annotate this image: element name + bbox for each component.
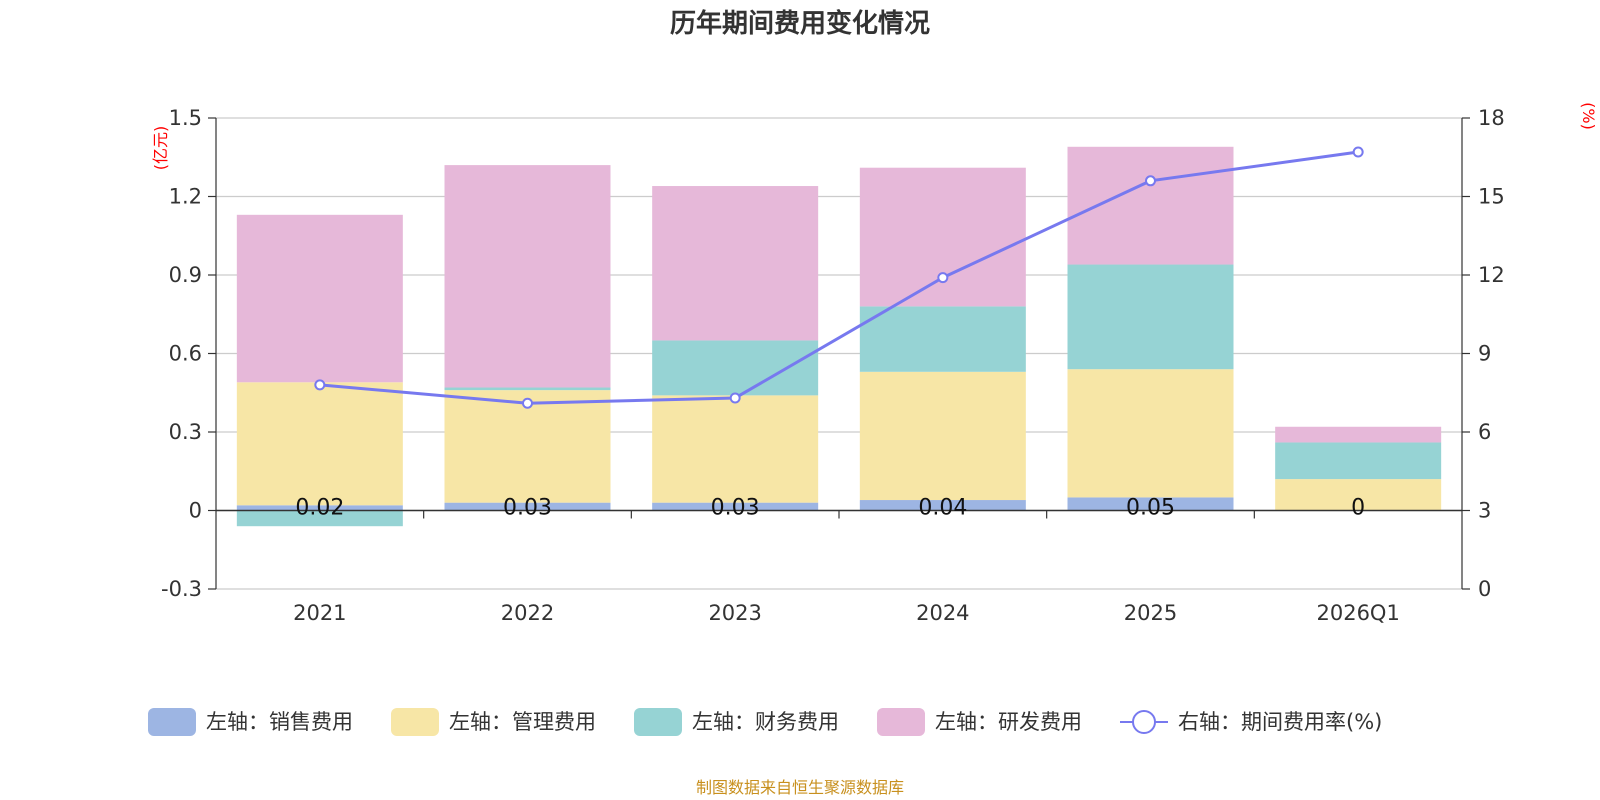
bar-admin-2022: [444, 390, 611, 503]
category-label-2021: 2021: [293, 601, 346, 625]
bar-sales-2021: [236, 505, 403, 511]
bar-rd-2021: [236, 214, 403, 383]
source-note: 制图数据来自恒生聚源数据库: [696, 778, 904, 797]
legend-label-finance[interactable]: 左轴：财务费用: [692, 710, 839, 734]
legend-label-rate[interactable]: 右轴：期间费用率(%): [1178, 710, 1382, 734]
legend-swatch-rd: [877, 708, 925, 736]
data-label-2026Q1: 0: [1351, 496, 1365, 521]
right-tick-label: 12: [1478, 263, 1505, 287]
bar-finance-2026Q1: [1275, 442, 1442, 480]
bar-sales-2024: [859, 500, 1026, 511]
bar-finance-2021: [236, 510, 403, 527]
rate-point-2022: [522, 397, 533, 409]
legend-swatch-sales: [148, 708, 196, 736]
right-tick-label: 15: [1478, 185, 1505, 209]
bar-admin-2023: [652, 395, 819, 503]
right-axis-unit: (%): [1579, 102, 1598, 130]
legend-marker-rate: [1132, 710, 1156, 734]
right-tick-label: 3: [1478, 499, 1491, 523]
chart-title: 历年期间费用变化情况: [670, 8, 930, 39]
rate-point-2024: [937, 272, 949, 284]
legend-swatch-finance: [634, 708, 682, 736]
category-label-2022: 2022: [501, 601, 554, 625]
right-tick-label: 9: [1478, 342, 1491, 366]
bar-finance-2022: [444, 387, 611, 391]
left-tick-label: 0.6: [169, 342, 202, 366]
bar-sales-2023: [652, 502, 819, 511]
bar-rd-2022: [444, 165, 611, 388]
bar-admin-2021: [236, 382, 403, 506]
data-label-2022: 0.03: [503, 496, 552, 521]
bar-finance-2025: [1067, 264, 1234, 370]
bar-finance-2024: [859, 306, 1026, 372]
data-label-2021: 0.02: [295, 496, 344, 521]
bar-sales-2025: [1067, 497, 1234, 511]
bar-admin-2024: [859, 371, 1026, 501]
rate-point-2025: [1145, 175, 1156, 187]
rate-point-2026Q1: [1352, 146, 1364, 158]
category-label-2026Q1: 2026Q1: [1316, 601, 1399, 625]
category-label-2023: 2023: [708, 601, 761, 625]
rate-line-series: [314, 146, 1364, 409]
bar-finance-2023: [652, 340, 819, 396]
bar-admin-2025: [1067, 369, 1234, 498]
bar-rd-2025: [1067, 146, 1234, 265]
legend-label-sales[interactable]: 左轴：销售费用: [206, 710, 353, 734]
left-tick-label: 1.2: [169, 185, 202, 209]
rate-point-2023: [729, 392, 741, 404]
bar-rd-2023: [652, 186, 819, 341]
left-tick-label: 0.3: [169, 420, 202, 444]
bar-rd-2024: [859, 167, 1026, 307]
data-label-2024: 0.04: [918, 496, 967, 521]
bars: [236, 146, 1442, 527]
right-tick-label: 18: [1478, 106, 1505, 130]
data-labels: 0.02 0.03 0.03 0.04 0.05 0: [295, 496, 1365, 521]
category-label-2025: 2025: [1124, 601, 1177, 625]
left-tick-label: 1.5: [169, 106, 202, 130]
category-label-2024: 2024: [916, 601, 969, 625]
right-tick-label: 6: [1478, 420, 1491, 444]
rate-line: [319, 150, 1359, 405]
left-axis-unit: (亿元): [151, 126, 170, 171]
rate-point-2021: [314, 379, 326, 391]
bar-rd-2026Q1: [1275, 426, 1442, 443]
left-tick-label: -0.3: [161, 577, 202, 601]
left-tick-label: 0: [189, 499, 202, 523]
right-tick-label: 0: [1478, 577, 1491, 601]
legend-label-rd[interactable]: 左轴：研发费用: [935, 710, 1082, 734]
legend-label-admin[interactable]: 左轴：管理费用: [449, 710, 596, 734]
axes: -0.3 0 0.3 0.6 0.9 1.2 1.5 0 3 6 9 12 15 18 2021 2022 20…: [161, 106, 1505, 625]
data-label-2023: 0.03: [711, 496, 760, 521]
legend-swatch-admin: [391, 708, 439, 736]
left-tick-label: 0.9: [169, 263, 202, 287]
legend: 左轴：销售费用 左轴：管理费用 左轴：财务费用 左轴：研发费用 右轴：期间费用率(%): [148, 708, 1382, 736]
data-label-2025: 0.05: [1126, 496, 1175, 521]
bar-sales-2022: [444, 502, 611, 511]
bar-admin-2026Q1: [1275, 479, 1442, 511]
